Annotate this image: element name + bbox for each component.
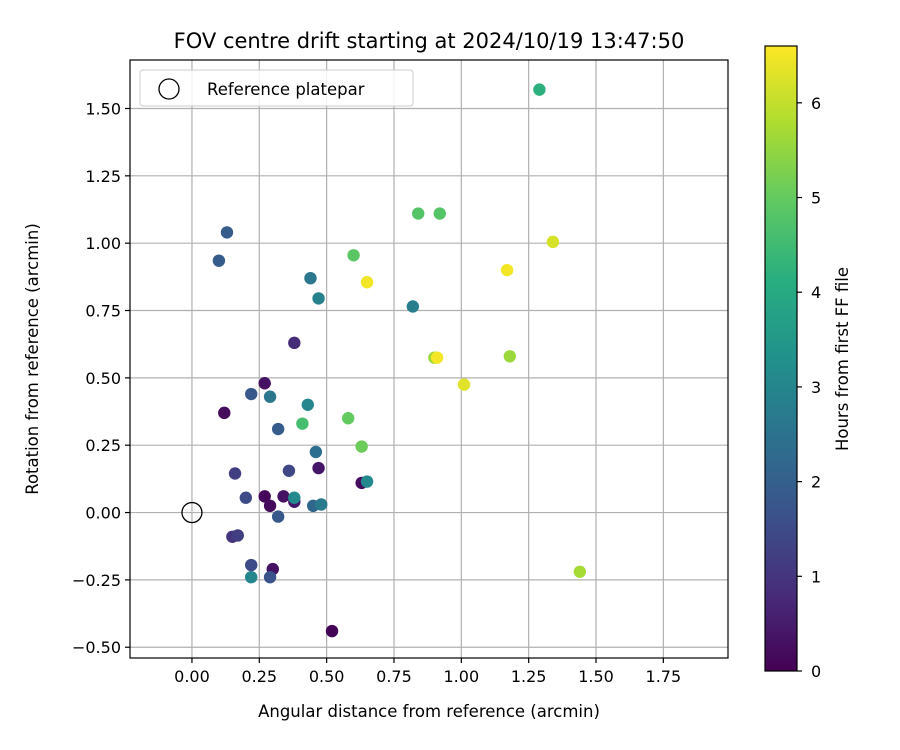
data-point xyxy=(301,398,314,411)
data-point xyxy=(245,387,258,401)
colorbar-tick-label: 0 xyxy=(811,662,821,681)
data-point xyxy=(263,499,277,513)
legend: Reference platepar xyxy=(139,69,414,107)
data-point xyxy=(228,467,242,480)
x-tick-label: 1.75 xyxy=(646,667,682,686)
chart-title: FOV centre drift starting at 2024/10/19 … xyxy=(174,29,685,53)
data-point xyxy=(546,235,560,249)
data-point xyxy=(573,565,587,579)
x-tick-label: 0.75 xyxy=(376,667,412,686)
data-point xyxy=(218,406,231,420)
data-point xyxy=(271,510,285,523)
y-tick-label: −0.25 xyxy=(72,571,121,590)
data-point xyxy=(500,263,514,277)
x-tick-label: 0.00 xyxy=(174,667,210,686)
data-point xyxy=(258,377,271,390)
data-point xyxy=(412,207,425,220)
colorbar-tick-label: 2 xyxy=(811,473,821,492)
data-point xyxy=(263,570,277,584)
data-point xyxy=(288,491,301,504)
x-tick-label: 0.25 xyxy=(241,667,277,686)
data-point xyxy=(325,624,339,638)
x-tick-label: 1.00 xyxy=(444,667,480,686)
colorbar-ticks: 0 1 2 3 4 5 6 xyxy=(797,94,821,681)
x-tick-label: 1.50 xyxy=(578,667,614,686)
colorbar: 0 1 2 3 4 5 6 Hours from first FF file xyxy=(764,45,852,681)
y-tick-label: 0.00 xyxy=(85,504,121,523)
data-point xyxy=(312,292,325,305)
data-point xyxy=(341,412,355,425)
data-point xyxy=(271,422,285,436)
y-tick-label: 0.75 xyxy=(85,302,121,321)
legend-box xyxy=(139,69,414,107)
colorbar-frame xyxy=(764,45,798,672)
grid-lines xyxy=(130,60,728,658)
y-tick-label: 1.25 xyxy=(85,167,121,186)
data-point xyxy=(212,254,226,267)
data-point xyxy=(406,300,420,313)
data-point xyxy=(277,490,290,503)
data-point xyxy=(347,249,360,262)
x-tick-label: 0.50 xyxy=(309,667,345,686)
data-point xyxy=(457,378,471,391)
y-tick-label: 0.50 xyxy=(85,369,121,388)
data-point xyxy=(355,440,368,453)
x-tick-label: 1.25 xyxy=(511,667,547,686)
y-axis-label: Rotation from reference (arcmin) xyxy=(23,223,42,495)
data-point xyxy=(430,351,444,364)
legend-entry: Reference platepar xyxy=(207,80,365,99)
data-point xyxy=(296,417,309,430)
colorbar-tick-label: 5 xyxy=(811,189,821,208)
data-point xyxy=(231,529,244,542)
data-point xyxy=(245,570,258,584)
data-point xyxy=(258,490,271,503)
data-point xyxy=(315,498,328,511)
data-point xyxy=(282,464,296,477)
data-point xyxy=(263,390,277,403)
data-point xyxy=(503,350,517,363)
y-tick-label: 0.25 xyxy=(85,436,121,455)
y-tick-label: 1.00 xyxy=(85,234,121,253)
data-point xyxy=(288,336,301,350)
x-axis-ticks: 0.00 0.25 0.50 0.75 1.00 1.25 1.50 1.75 xyxy=(174,658,681,686)
colorbar-tick-label: 1 xyxy=(811,567,821,586)
colorbar-label: Hours from first FF file xyxy=(833,267,852,451)
colorbar-gradient xyxy=(765,46,797,671)
y-axis-ticks: −0.50 −0.25 0.00 0.25 0.50 0.75 1.00 1.25 1.50 xyxy=(72,99,130,657)
legend-marker-icon xyxy=(158,78,180,100)
data-point xyxy=(360,276,374,289)
data-point xyxy=(533,83,546,96)
scatter-points xyxy=(212,83,587,638)
data-point xyxy=(433,207,446,220)
data-point xyxy=(309,445,323,459)
data-point xyxy=(239,491,253,504)
colorbar-tick-label: 6 xyxy=(811,94,821,113)
data-point xyxy=(312,461,325,475)
x-axis-label: Angular distance from reference (arcmin) xyxy=(258,702,600,721)
y-tick-label: 1.50 xyxy=(85,99,121,118)
data-point xyxy=(245,558,258,572)
colorbar-tick-label: 4 xyxy=(811,283,821,302)
data-point xyxy=(360,475,374,488)
plot-frame xyxy=(129,59,729,659)
data-point xyxy=(220,226,234,239)
colorbar-tick-label: 3 xyxy=(811,378,821,397)
y-tick-label: −0.50 xyxy=(72,638,121,657)
reference-platepar-marker xyxy=(181,501,203,524)
data-point xyxy=(304,271,317,285)
